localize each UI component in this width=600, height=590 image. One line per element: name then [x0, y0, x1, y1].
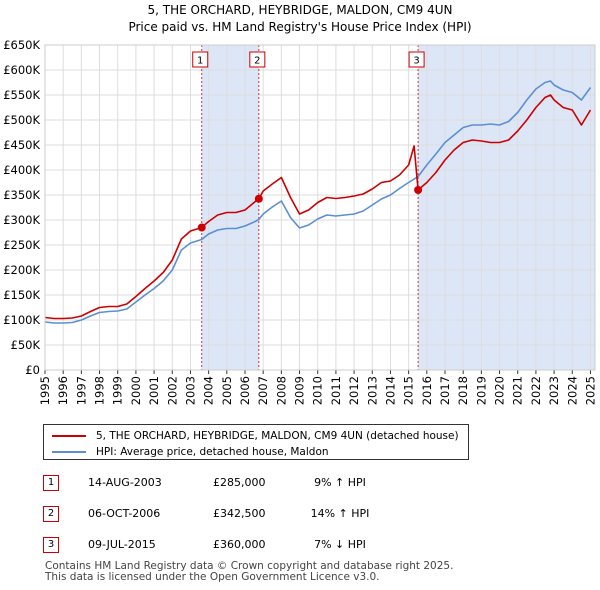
- chart-legend: 5, THE ORCHARD, HEYBRIDGE, MALDON, CM9 4…: [43, 424, 469, 460]
- sale-marker-box: 3: [43, 537, 59, 553]
- y-tick-label: £300K: [3, 213, 40, 227]
- x-tick-label: 2011: [329, 376, 343, 405]
- x-tick-label: 2010: [311, 376, 325, 405]
- chart-title: 5, THE ORCHARD, HEYBRIDGE, MALDON, CM9 4…: [148, 3, 453, 17]
- y-tick-label: £0: [25, 363, 40, 377]
- x-tick-label: 2019: [474, 376, 488, 405]
- sale-point: [254, 194, 263, 203]
- x-tick-label: 2023: [547, 376, 561, 405]
- sale-hpi-diff: 7% ↓ HPI: [314, 538, 366, 551]
- x-tick-label: 2012: [347, 376, 361, 405]
- x-tick-label: 2016: [420, 376, 434, 405]
- sale-price: £285,000: [213, 476, 266, 489]
- y-tick-label: £500K: [3, 113, 40, 127]
- x-tick-label: 1999: [111, 376, 125, 405]
- sale-date: 14-AUG-2003: [88, 476, 162, 489]
- y-tick-label: £650K: [3, 38, 40, 52]
- sale-label-box: [408, 51, 425, 68]
- sale-marker-box: 1: [43, 475, 59, 491]
- x-tick-label: 2015: [402, 376, 416, 405]
- shaded-range: [418, 45, 595, 370]
- legend-item-hpi: HPI: Average price, detached house, Mald…: [52, 446, 329, 458]
- sale-point: [414, 186, 423, 194]
- price-chart: 5, THE ORCHARD, HEYBRIDGE, MALDON, CM9 4…: [3, 3, 597, 405]
- y-tick-label: £250K: [3, 238, 40, 252]
- sale-date: 09-JUL-2015: [88, 538, 156, 551]
- sale-price: £342,500: [213, 507, 266, 520]
- x-tick-label: 2004: [202, 376, 216, 405]
- sale-label-box: [192, 51, 209, 68]
- plot-border: [44, 44, 596, 371]
- x-tick-label: 1995: [38, 376, 52, 405]
- y-tick-label: £150K: [3, 288, 40, 302]
- sale-label-box: [249, 51, 266, 68]
- x-tick-label: 2021: [511, 376, 525, 405]
- legend-item-property: 5, THE ORCHARD, HEYBRIDGE, MALDON, CM9 4…: [52, 430, 459, 442]
- x-tick-label: 2013: [365, 376, 379, 405]
- x-tick-label: 2001: [147, 376, 161, 405]
- x-tick-label: 2008: [274, 376, 288, 405]
- x-tick-label: 2017: [438, 376, 452, 405]
- x-tick-label: 2009: [293, 376, 307, 405]
- x-tick-label: 2020: [493, 376, 507, 405]
- y-tick-label: £50K: [11, 338, 41, 352]
- y-tick-label: £400K: [3, 163, 40, 177]
- sale-label-text: 1: [197, 56, 203, 67]
- sale-point: [197, 223, 206, 232]
- x-tick-label: 2003: [183, 376, 197, 405]
- sale-label-text: 2: [254, 56, 260, 67]
- y-tick-label: £200K: [3, 263, 40, 277]
- legend-label-property: 5, THE ORCHARD, HEYBRIDGE, MALDON, CM9 4…: [96, 430, 459, 442]
- x-tick-label: 2007: [256, 376, 270, 405]
- x-tick-label: 2014: [383, 376, 397, 405]
- x-tick-label: 2025: [583, 376, 597, 405]
- shaded-range: [201, 45, 259, 370]
- legend-swatch-hpi: [52, 451, 86, 453]
- y-tick-label: £550K: [3, 88, 40, 102]
- footer-line-2: This data is licensed under the Open Gov…: [45, 571, 380, 583]
- hpi-line: [44, 80, 592, 324]
- legend-swatch-property: [52, 435, 86, 437]
- sale-date: 06-OCT-2006: [88, 507, 161, 520]
- chart-subtitle: Price paid vs. HM Land Registry's House …: [128, 20, 471, 34]
- x-tick-label: 2000: [129, 376, 143, 405]
- footer-line-1: Contains HM Land Registry data © Crown c…: [45, 560, 454, 572]
- property-price-line: [44, 94, 592, 320]
- x-tick-label: 2002: [165, 376, 179, 405]
- x-tick-label: 1996: [56, 376, 70, 405]
- x-tick-label: 1998: [93, 376, 107, 405]
- x-tick-label: 2022: [529, 376, 543, 405]
- footer-attribution: Contains HM Land Registry data © Crown c…: [45, 561, 453, 583]
- x-tick-label: 2018: [456, 376, 470, 405]
- x-tick-label: 2005: [220, 376, 234, 405]
- sale-marker-box: 2: [43, 506, 59, 522]
- sale-hpi-diff: 9% ↑ HPI: [314, 476, 366, 489]
- y-tick-label: £350K: [3, 188, 40, 202]
- legend-label-hpi: HPI: Average price, detached house, Mald…: [96, 446, 329, 458]
- x-tick-label: 2006: [238, 376, 252, 405]
- x-tick-label: 2024: [565, 376, 579, 405]
- y-tick-label: £600K: [3, 63, 40, 77]
- y-tick-label: £100K: [3, 313, 40, 327]
- sale-label-text: 3: [413, 56, 419, 67]
- sale-price: £360,000: [213, 538, 266, 551]
- sale-hpi-diff: 14% ↑ HPI: [310, 507, 370, 520]
- x-tick-label: 1997: [74, 376, 88, 405]
- y-tick-label: £450K: [3, 138, 40, 152]
